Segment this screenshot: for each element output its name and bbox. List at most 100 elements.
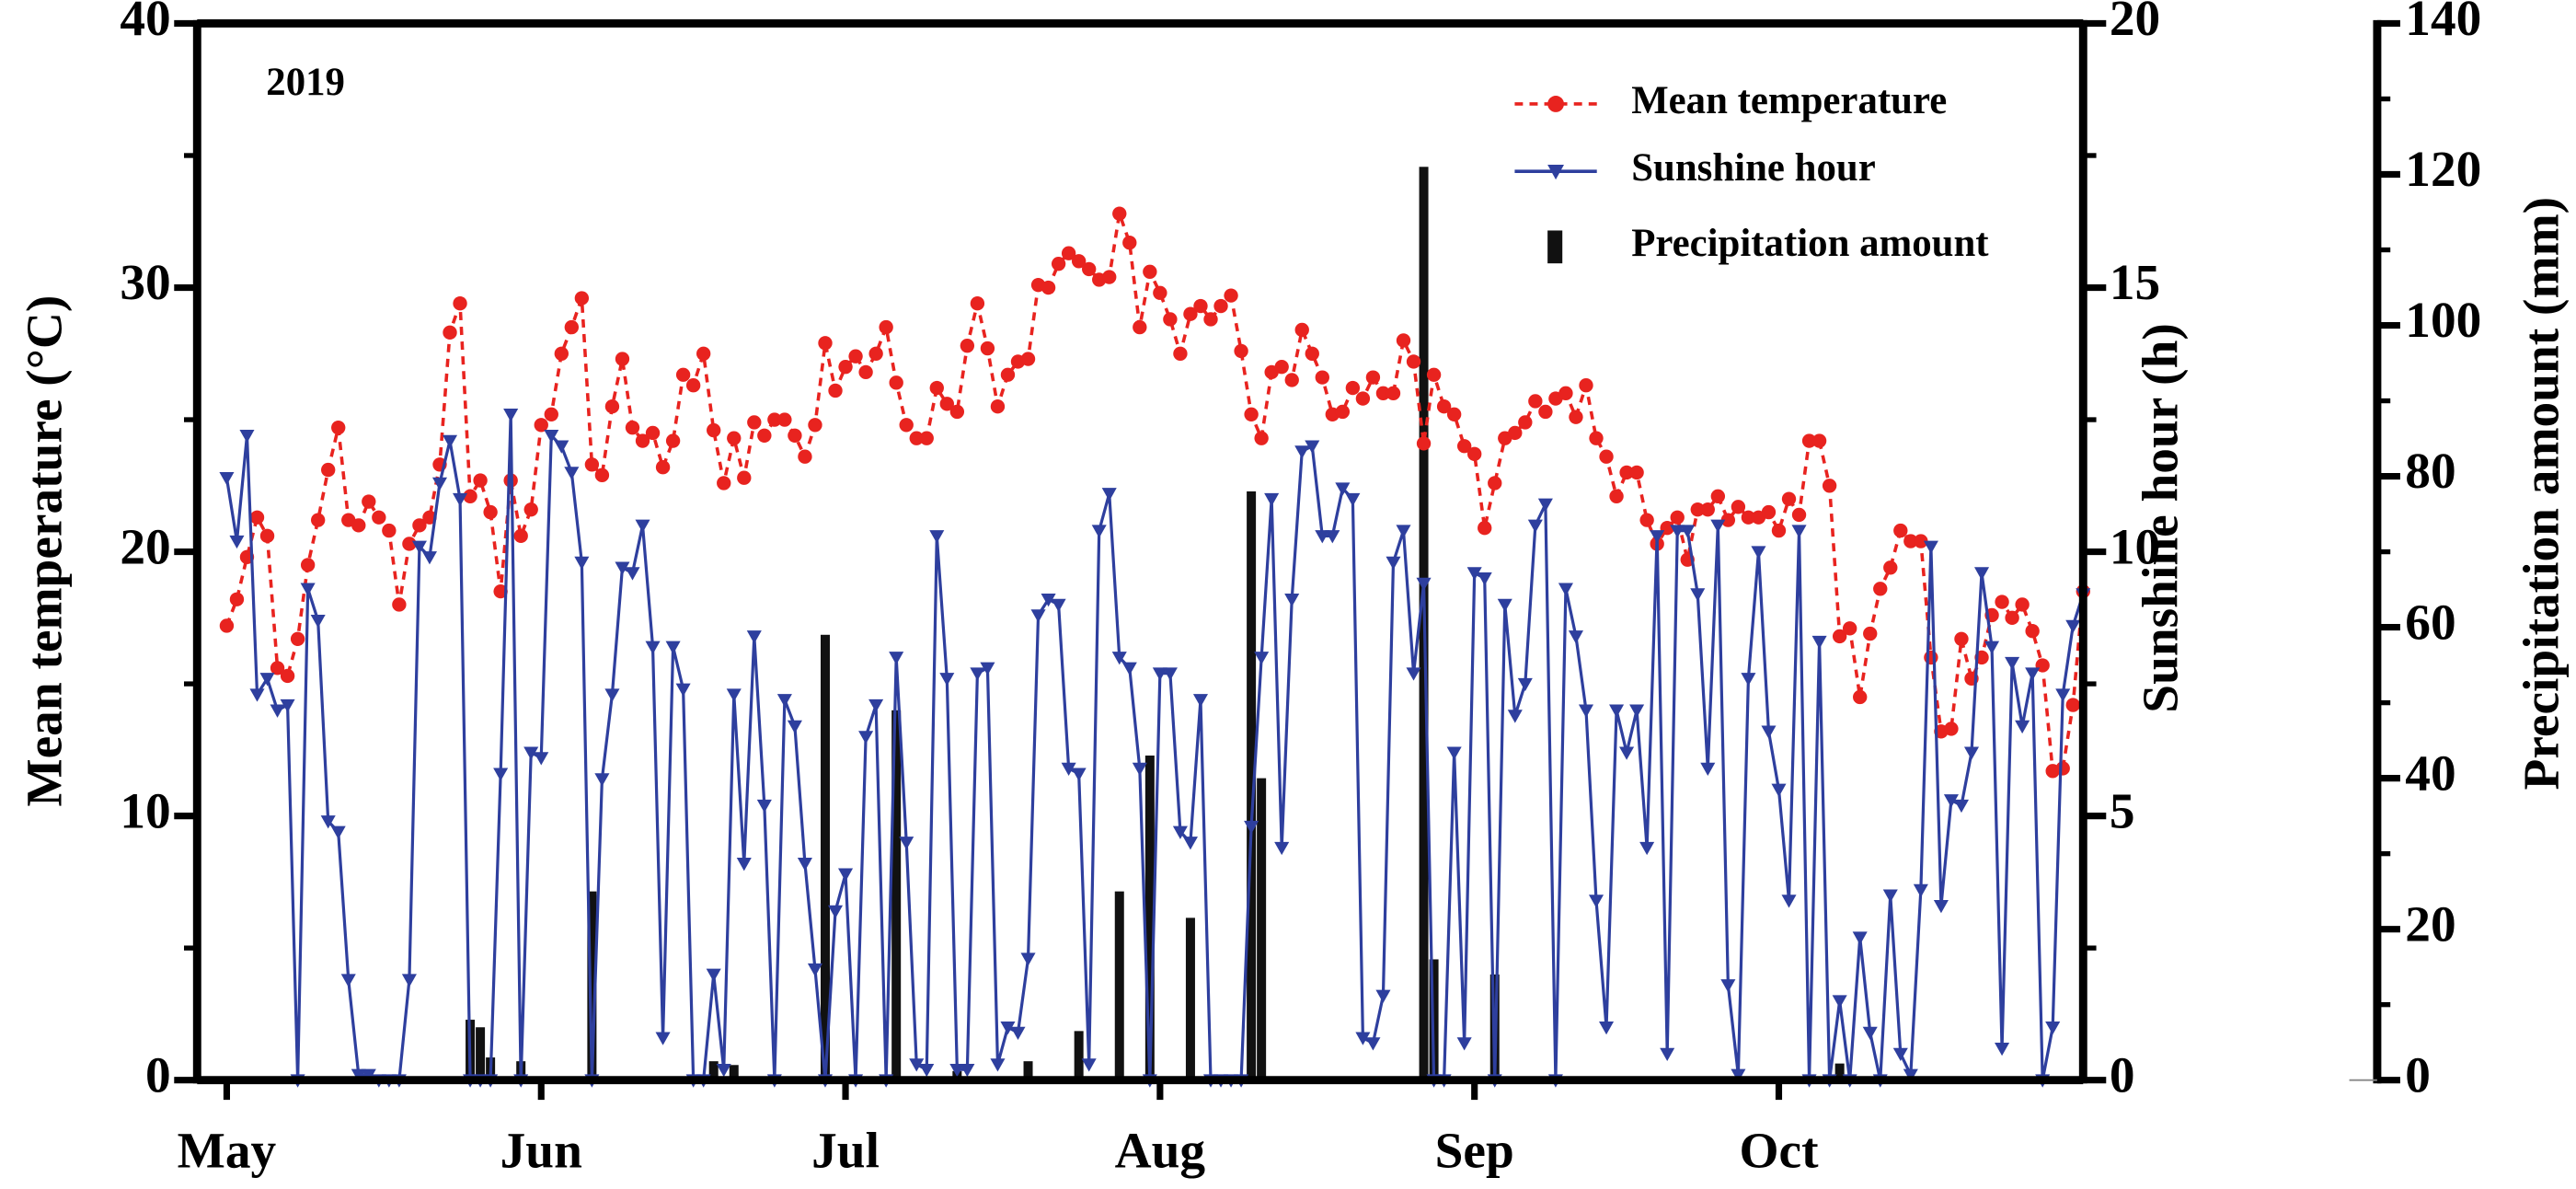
- sunshine-marker: [1527, 519, 1543, 533]
- temperature-marker: [1143, 264, 1157, 279]
- temperature-marker: [1853, 689, 1868, 705]
- temperature-marker: [1832, 629, 1847, 644]
- temperature-marker: [331, 420, 346, 435]
- sunshine-marker: [756, 799, 772, 814]
- sunshine-marker: [1984, 641, 2000, 654]
- sunshine-marker: [249, 688, 265, 702]
- precipitation-bar: [1074, 1031, 1084, 1080]
- sunshine-marker: [939, 673, 955, 687]
- temperature-marker: [757, 428, 772, 443]
- sunshine-marker: [1365, 1037, 1381, 1051]
- sunshine-marker: [1629, 704, 1645, 718]
- sunshine-marker: [1121, 662, 1137, 675]
- yticks-label: 20: [120, 518, 170, 574]
- temperature-marker: [1446, 407, 1462, 421]
- temperature-marker: [655, 460, 671, 475]
- sunshine-marker: [746, 630, 762, 644]
- temperature-marker: [1020, 352, 1036, 366]
- temperature-marker: [2025, 624, 2040, 639]
- sunshine-marker: [1731, 1068, 1746, 1082]
- temperature-marker: [1488, 476, 1502, 491]
- sunshine-marker: [2045, 1022, 2061, 1035]
- sunshine-marker: [1751, 546, 1766, 560]
- temperature-marker: [493, 583, 508, 599]
- temperature-marker: [1924, 650, 1938, 665]
- precipitation-bar: [729, 1065, 739, 1080]
- temperature-marker: [858, 364, 873, 380]
- temperature-marker: [544, 407, 558, 421]
- series-line: [224, 213, 2086, 774]
- sunshine-marker: [2055, 688, 2071, 702]
- legend-label: Mean temperature: [1631, 79, 1947, 122]
- sunshine-marker: [716, 1063, 731, 1078]
- sunshine-marker: [645, 641, 661, 654]
- sunshine-marker: [726, 688, 742, 702]
- temperature-marker: [1914, 534, 1928, 548]
- precipitation-bar: [587, 891, 597, 1080]
- temperature-marker: [1234, 343, 1248, 359]
- sunshine-marker: [1264, 492, 1280, 507]
- sunshine-marker: [442, 434, 458, 449]
- temperature-marker: [229, 592, 245, 606]
- temperature-marker: [1456, 439, 1472, 454]
- temperature-marker: [1589, 431, 1604, 445]
- y2ticks-label: 5: [2110, 782, 2135, 838]
- temperature-marker: [594, 468, 610, 483]
- temperature-marker: [1051, 257, 1066, 271]
- sunshine-marker: [493, 768, 509, 781]
- sunshine-marker: [675, 683, 691, 697]
- sunshine-marker: [503, 409, 519, 422]
- sunshine-marker: [1791, 525, 1807, 538]
- x-tick-label: Sep: [1435, 1123, 1514, 1179]
- precipitation-bar: [476, 1027, 486, 1080]
- temperature-marker: [1193, 298, 1208, 314]
- temperature-marker: [1163, 312, 1178, 327]
- sunshine-marker: [1446, 746, 1462, 760]
- sunshine-marker: [229, 535, 245, 549]
- temperature-marker: [1873, 582, 1888, 596]
- temperature-marker: [727, 431, 742, 445]
- temperature-marker: [685, 378, 701, 393]
- sunshine-marker: [1152, 667, 1167, 681]
- temperature-marker: [2005, 610, 2019, 626]
- sunshine-marker: [1020, 952, 1036, 966]
- sunshine-marker: [736, 858, 752, 872]
- sunshine-marker: [1000, 1022, 1016, 1035]
- temperature-marker: [1720, 513, 1736, 527]
- temperature-marker: [1406, 354, 1421, 369]
- sunshine-marker: [1244, 820, 1259, 835]
- sunshine-marker: [1660, 1047, 1675, 1062]
- temperature-marker: [412, 518, 427, 533]
- temperature-marker: [604, 399, 620, 414]
- legend-marker: [1547, 96, 1564, 112]
- temperature-marker: [777, 412, 792, 427]
- sunshine-marker: [1041, 593, 1056, 607]
- y2ticks-label: 10: [2110, 518, 2160, 574]
- sunshine-marker: [534, 752, 549, 766]
- temperature-marker: [665, 433, 681, 448]
- precipitation-bar: [1023, 1061, 1033, 1080]
- legend-label: Sunshine hour: [1631, 146, 1876, 190]
- sunshine-marker: [2005, 656, 2020, 671]
- precipitation-bar: [1257, 778, 1267, 1080]
- sunshine-marker: [1680, 525, 1696, 538]
- sunshine-marker: [1903, 1068, 1918, 1082]
- temperature-marker: [402, 537, 417, 551]
- temperature-marker: [443, 325, 457, 340]
- sunshine-marker: [1670, 525, 1685, 538]
- temperature-marker: [1508, 425, 1523, 441]
- temperature-marker: [280, 668, 295, 684]
- temperature-marker: [909, 431, 924, 445]
- sunshine-marker: [351, 1068, 366, 1082]
- sunshine-marker: [594, 773, 610, 787]
- sunshine-marker: [564, 467, 580, 480]
- sunshine-marker: [259, 673, 275, 687]
- sunshine-marker: [1456, 1037, 1472, 1051]
- y3-axis-title: Precipitation amount (mm): [2513, 197, 2570, 791]
- temperature-marker: [1811, 433, 1827, 448]
- temperature-marker: [1629, 465, 1644, 480]
- temperature-marker: [1000, 367, 1016, 382]
- temperature-marker: [1345, 380, 1361, 396]
- sunshine-marker: [1071, 768, 1087, 781]
